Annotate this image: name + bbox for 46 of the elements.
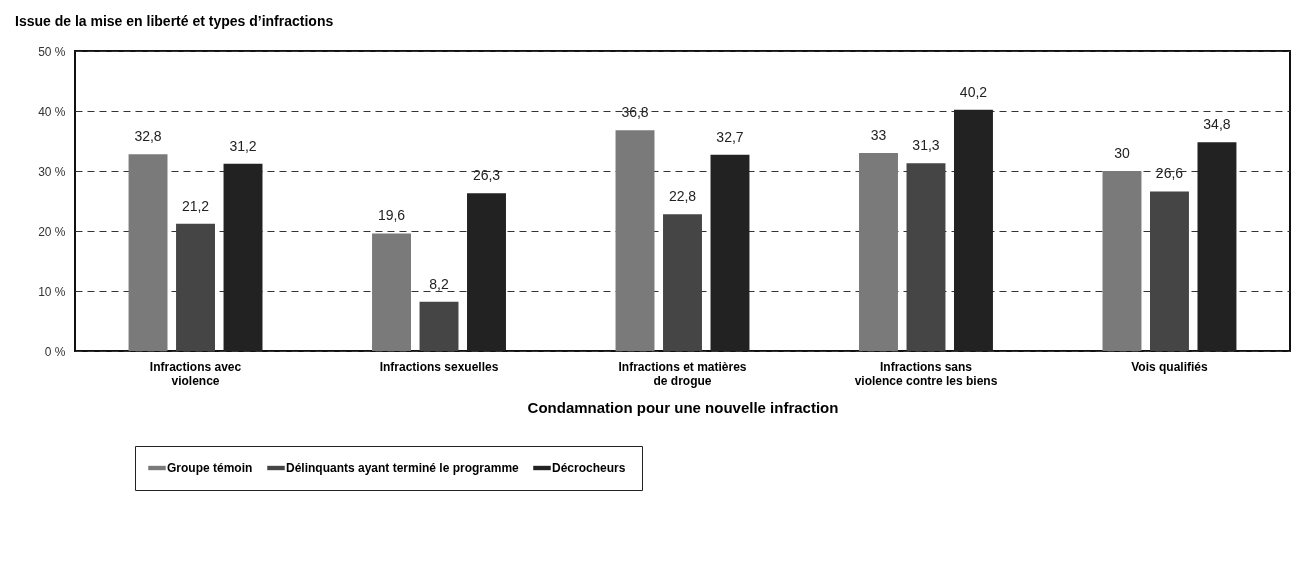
data-label: 34,8 <box>1203 116 1231 133</box>
legend-label: Groupe témoin <box>167 461 253 475</box>
x-tick-label: Infractions et matières de drogue <box>618 359 747 388</box>
data-label: 19,6 <box>377 207 406 224</box>
bar <box>663 214 702 351</box>
x-tick-label: Infractions avec violence <box>149 359 242 388</box>
data-label: 8,2 <box>429 275 449 292</box>
data-label: 30 <box>1114 145 1130 161</box>
data-label: 26,3 <box>472 167 501 184</box>
bar <box>906 163 946 351</box>
bar <box>372 233 411 351</box>
bar <box>176 223 215 351</box>
y-tick-label: 0 % <box>44 344 66 359</box>
bar <box>128 154 168 351</box>
x-tick-label: Vois qualifiés <box>1131 359 1209 374</box>
data-label: 32,7 <box>716 128 744 145</box>
data-label: 31,3 <box>912 137 940 154</box>
data-label: 31,2 <box>229 137 257 154</box>
data-label: 26,6 <box>1155 165 1184 182</box>
bar <box>419 301 459 351</box>
chart-title: Issue de la mise en liberté et types d’infractions <box>15 13 334 29</box>
bar <box>223 163 263 351</box>
data-label: 33 <box>870 127 887 143</box>
x-axis-title: Condamnation pour une nouvelle infraction <box>527 398 839 416</box>
data-label: 22,8 <box>668 188 697 205</box>
y-tick-label: 40 % <box>38 104 66 119</box>
bar <box>859 153 898 351</box>
bar <box>710 154 750 351</box>
bar <box>1150 191 1189 351</box>
legend-label: Décrocheurs <box>552 461 626 475</box>
y-tick-label: 10 % <box>38 284 66 299</box>
x-tick-label: Infractions sans violence contre les biens <box>854 359 998 388</box>
y-tick-label: 30 % <box>38 164 66 179</box>
y-tick-label: 20 % <box>38 224 66 239</box>
x-tick-label: Infractions sexuelles <box>379 359 499 374</box>
bar <box>1197 142 1237 351</box>
bar <box>1102 171 1142 351</box>
data-label: 21,2 <box>181 197 210 214</box>
bar <box>954 109 993 351</box>
legend-label: Délinquants ayant terminé le programme <box>286 461 520 475</box>
data-label: 32,8 <box>134 128 162 145</box>
data-label: 40,2 <box>959 83 988 100</box>
bar <box>615 130 655 351</box>
bar <box>467 193 506 351</box>
y-tick-label: 50 % <box>38 44 66 59</box>
data-label: 36,8 <box>621 104 649 121</box>
